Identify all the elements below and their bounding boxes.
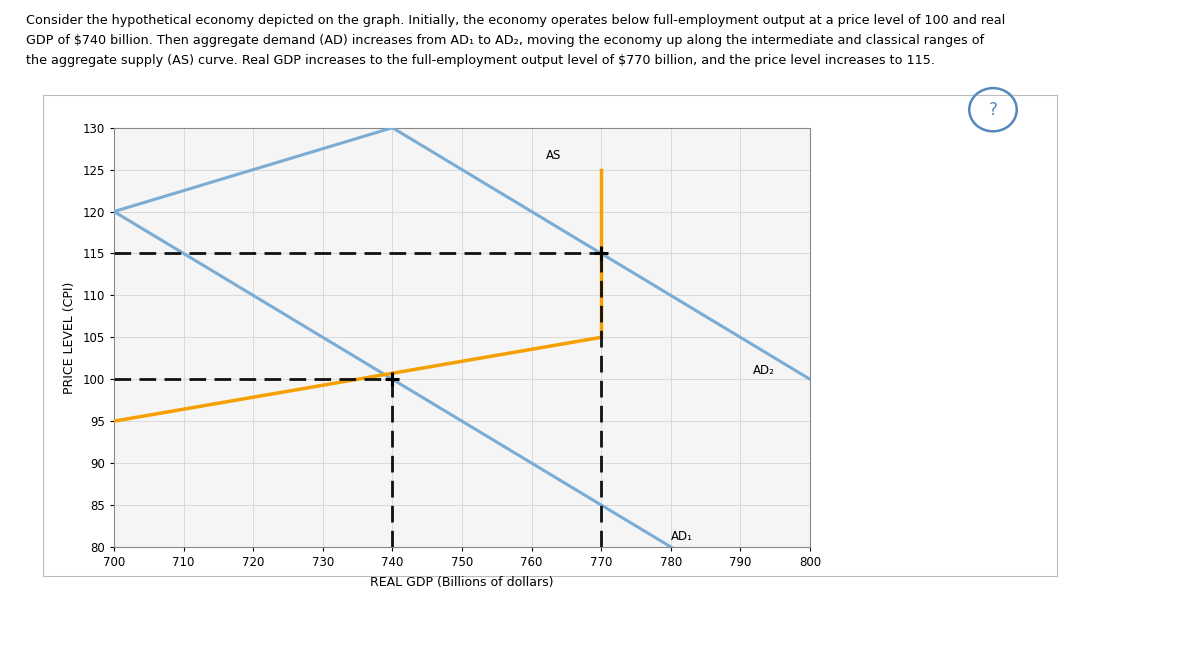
- Text: the aggregate supply (AS) curve. Real GDP increases to the full-employment outpu: the aggregate supply (AS) curve. Real GD…: [26, 54, 936, 67]
- Text: AD₁: AD₁: [671, 530, 692, 543]
- X-axis label: REAL GDP (Billions of dollars): REAL GDP (Billions of dollars): [371, 576, 553, 589]
- Text: Consider the hypothetical economy depicted on the graph. Initially, the economy : Consider the hypothetical economy depict…: [26, 14, 1006, 28]
- Text: AS: AS: [546, 149, 560, 162]
- Text: ?: ?: [989, 101, 997, 119]
- Y-axis label: PRICE LEVEL (CPI): PRICE LEVEL (CPI): [62, 281, 76, 394]
- Text: AD₂: AD₂: [754, 364, 775, 377]
- Text: GDP of $740 billion. Then aggregate demand (AD) increases from AD₁ to AD₂, movin: GDP of $740 billion. Then aggregate dema…: [26, 34, 984, 47]
